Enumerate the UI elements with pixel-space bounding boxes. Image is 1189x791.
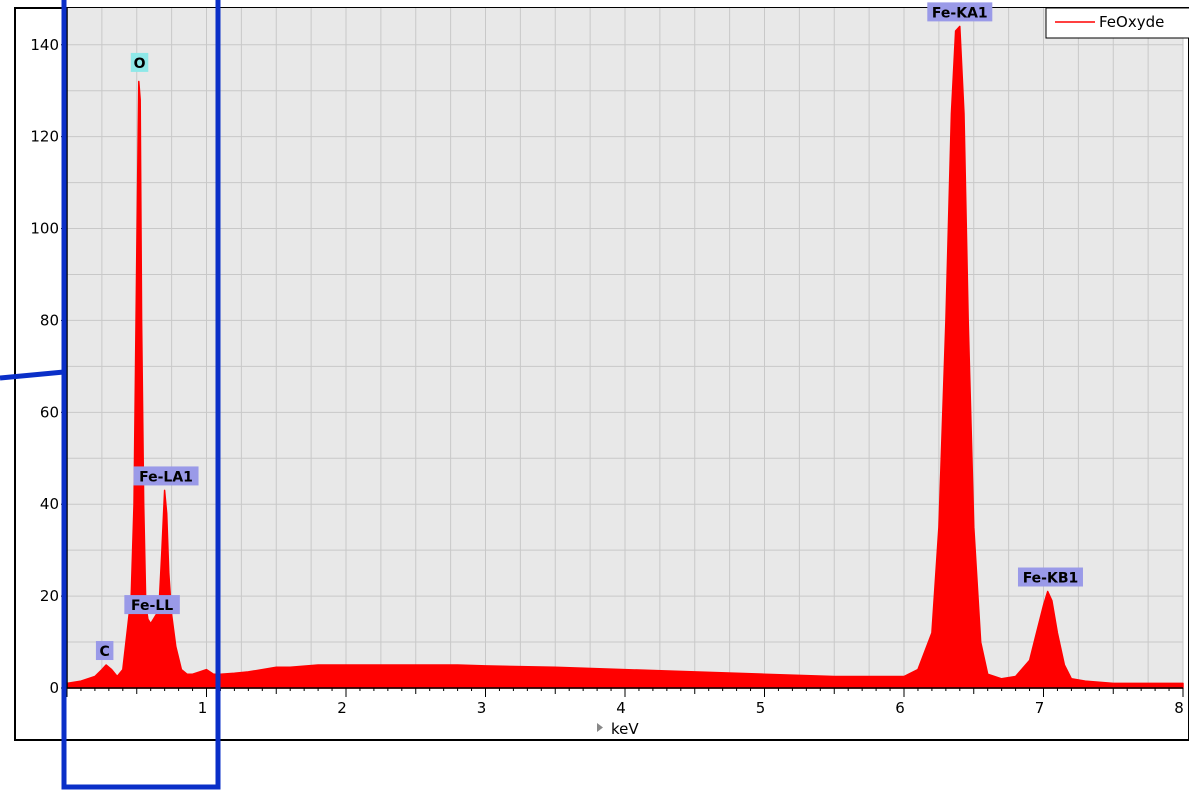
peak-label: O bbox=[130, 52, 149, 72]
peak-label-bg bbox=[95, 641, 114, 661]
gridlines bbox=[66, 8, 1184, 689]
x-axis-label-group: keV bbox=[597, 720, 639, 738]
x-tick-label: 5 bbox=[756, 699, 766, 717]
peak-label: Fe-KB1 bbox=[1017, 567, 1083, 587]
peak-label-text: Fe-LL bbox=[131, 598, 173, 614]
y-tick-label: 40 bbox=[40, 495, 59, 513]
peak-label-text: Fe-KA1 bbox=[932, 5, 988, 21]
peak-label-bg bbox=[1017, 567, 1083, 587]
highlight-callout-line bbox=[0, 369, 65, 381]
peak-label: Fe-KA1 bbox=[927, 2, 993, 22]
y-tick-label: 60 bbox=[40, 403, 59, 421]
legend-box bbox=[1045, 7, 1189, 39]
peak-label-text: O bbox=[134, 56, 146, 72]
x-axis-label: keV bbox=[611, 720, 639, 738]
peak-label-bg bbox=[133, 466, 199, 486]
x-tick-label: 1 bbox=[198, 699, 208, 717]
y-tick-label: 20 bbox=[40, 587, 59, 605]
x-axis-ticks: 1 2 3 4 5 6 7 8 bbox=[66, 688, 1184, 717]
x-axis-arrow-icon bbox=[597, 723, 603, 732]
highlight-overlay bbox=[0, 0, 221, 790]
peak-labels: O Fe-LA1 Fe-LL C Fe-KA1 Fe-KB1 bbox=[95, 2, 1083, 661]
peak-label: Fe-LA1 bbox=[133, 466, 199, 486]
peak-label-text: Fe-LA1 bbox=[139, 469, 193, 485]
spectrum-area bbox=[66, 25, 1184, 689]
spectrum-series bbox=[66, 25, 1184, 689]
x-tick-label: 2 bbox=[337, 699, 347, 717]
peak-label-text: Fe-KB1 bbox=[1023, 571, 1079, 587]
y-axis-ticks: 0 20 40 60 80 100 120 140 bbox=[30, 36, 67, 697]
highlight-box bbox=[61, 0, 221, 790]
peak-label-bg bbox=[130, 52, 149, 72]
y-tick-label: 140 bbox=[30, 36, 59, 54]
peak-label-bg bbox=[927, 2, 993, 22]
y-tick-label: 100 bbox=[30, 220, 59, 238]
x-tick-label: 4 bbox=[616, 699, 626, 717]
legend-series-name: FeOxyde bbox=[1099, 13, 1164, 31]
peak-label-text: C bbox=[100, 644, 110, 660]
peak-label-bg bbox=[124, 595, 180, 615]
peak-label: C bbox=[95, 641, 114, 661]
x-tick-label: 7 bbox=[1035, 699, 1045, 717]
x-tick-label: 6 bbox=[895, 699, 905, 717]
x-tick-label: 3 bbox=[477, 699, 487, 717]
peak-label: Fe-LL bbox=[124, 595, 180, 615]
y-tick-label: 80 bbox=[40, 311, 59, 329]
x-tick-label: 8 bbox=[1174, 699, 1184, 717]
legend: FeOxyde bbox=[1045, 7, 1189, 39]
y-tick-label: 0 bbox=[49, 679, 59, 697]
y-tick-label: 120 bbox=[30, 128, 59, 146]
